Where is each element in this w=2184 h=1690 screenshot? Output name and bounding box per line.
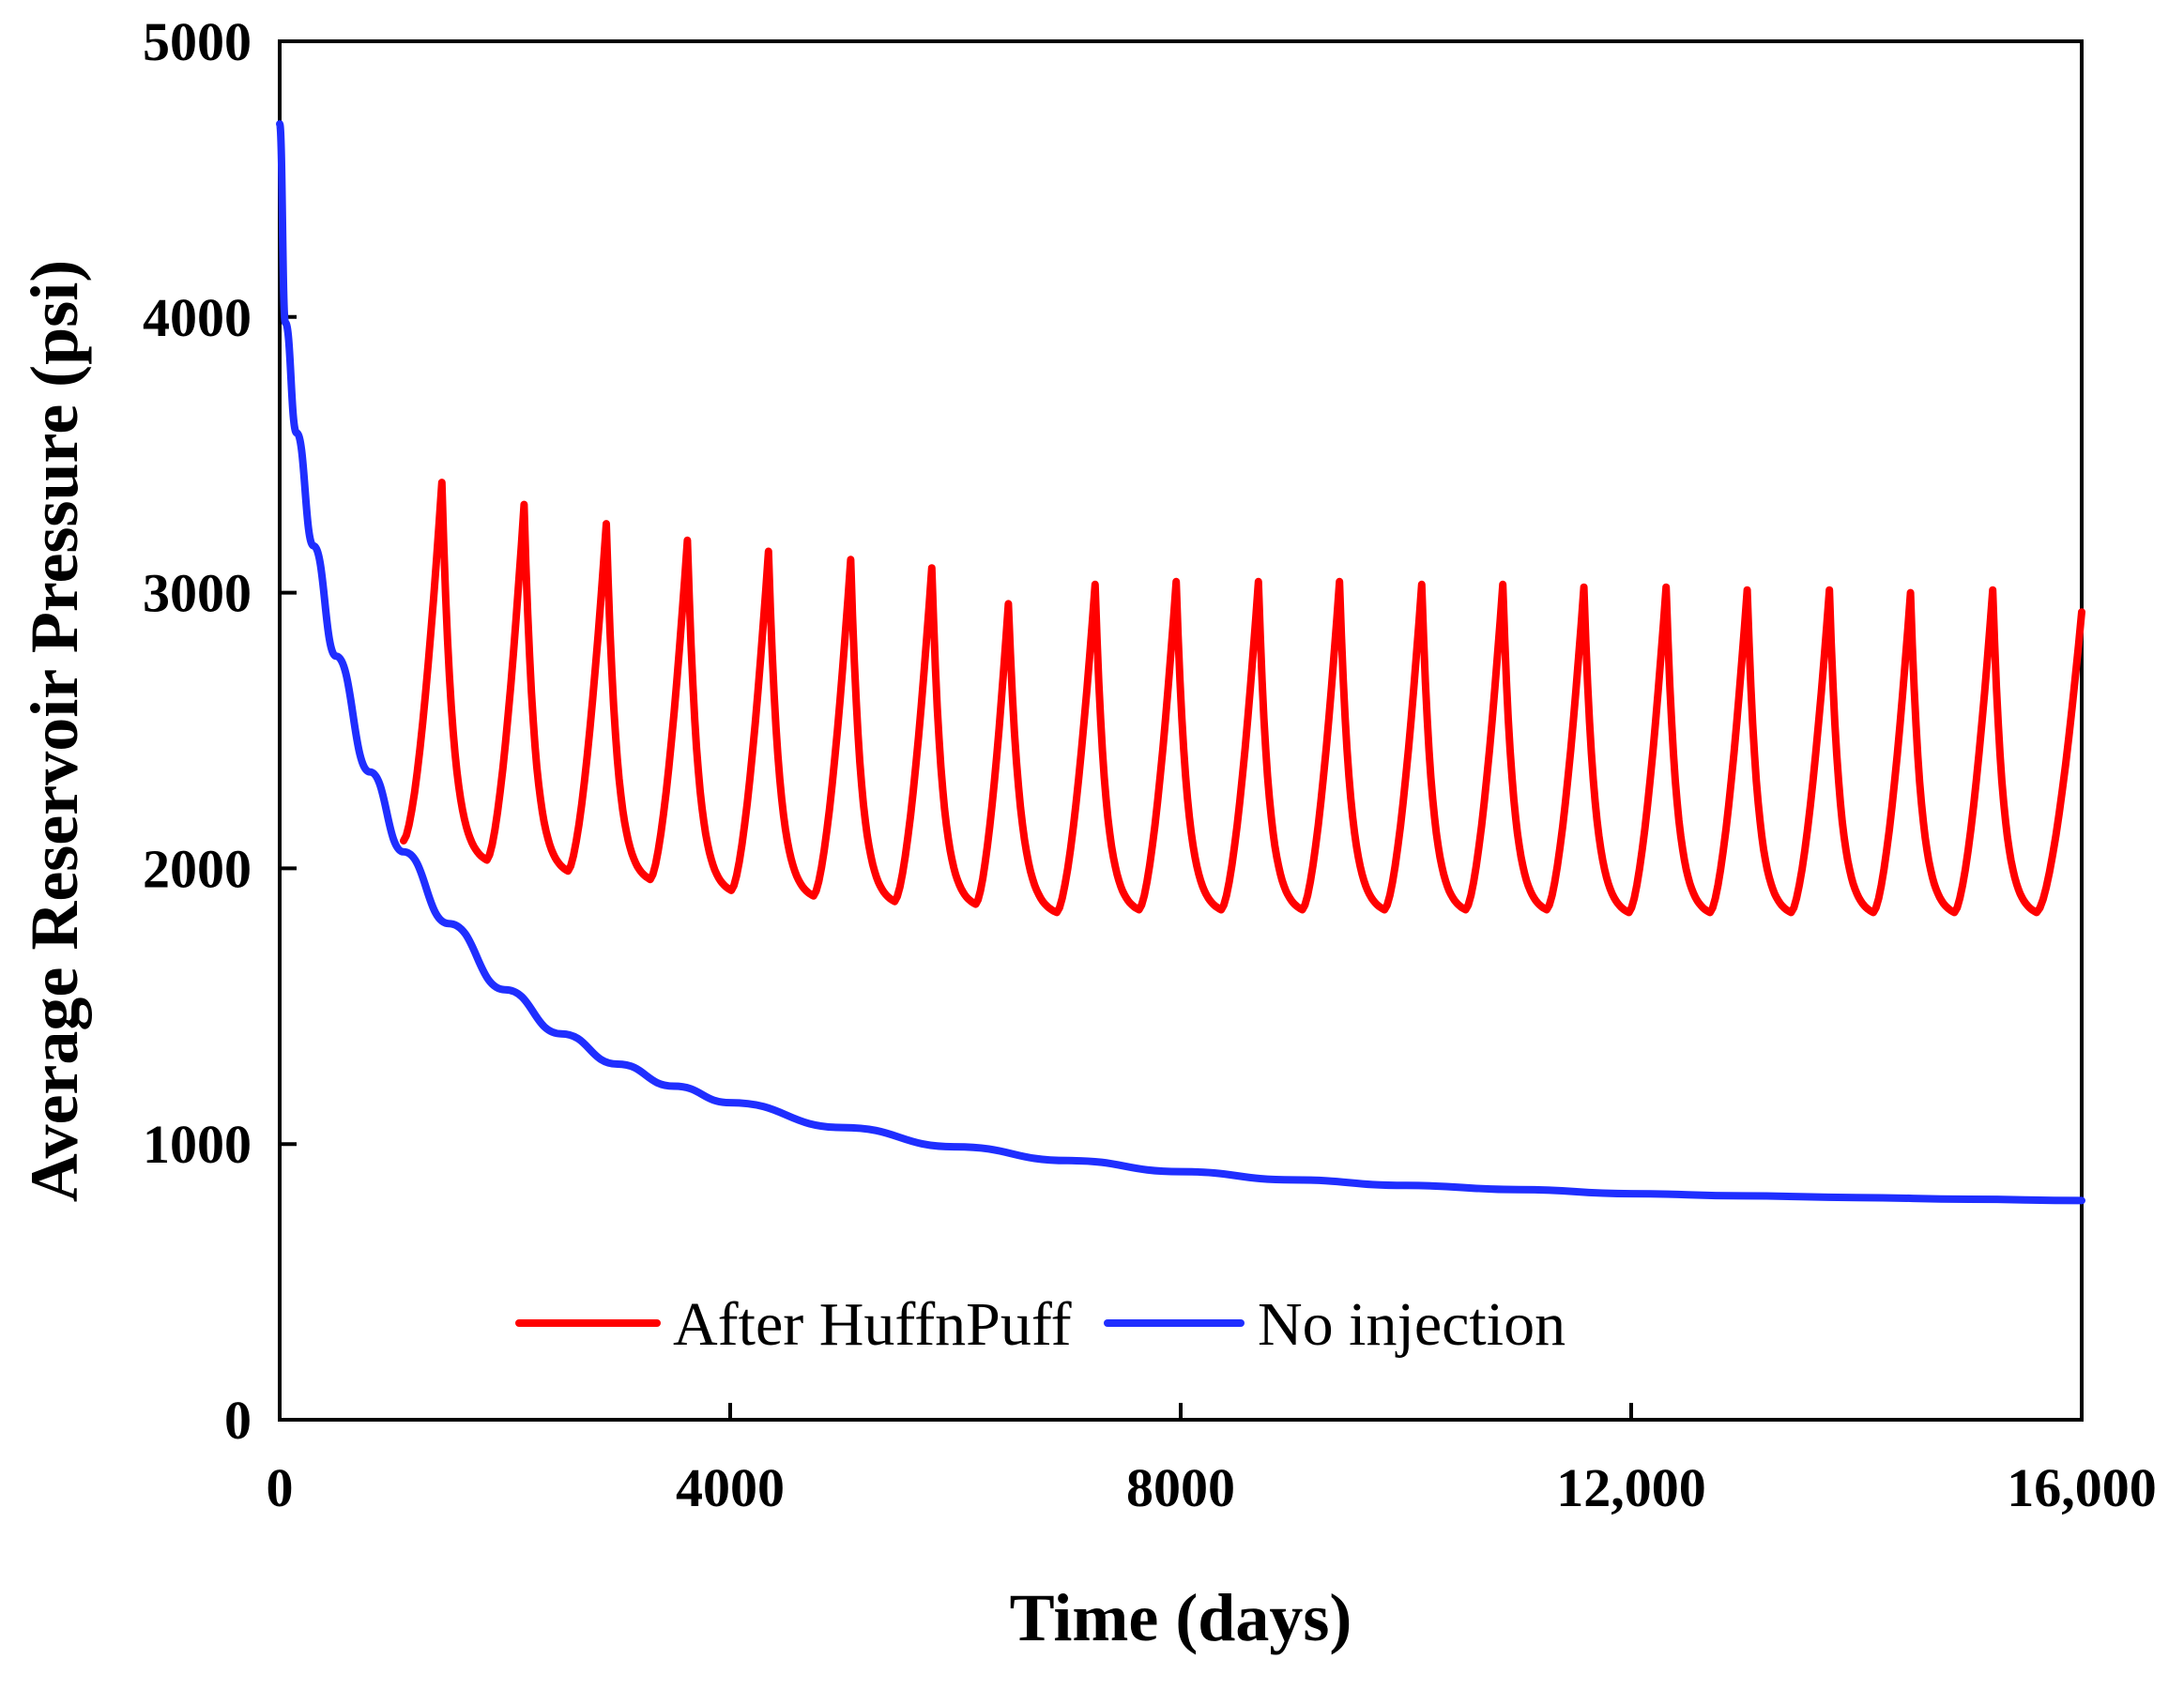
x-axis-title: Time (days) [1010, 1580, 1352, 1655]
legend: After HuffnPuff No injection [515, 1290, 1565, 1359]
y-tick-label-4: 4000 [143, 287, 252, 348]
y-tick-label-2: 2000 [143, 838, 252, 899]
x-tick-label-4: 16,000 [2007, 1457, 2157, 1518]
y-axis-ticks: 0 1000 2000 3000 4000 5000 [143, 11, 297, 1451]
x-tick-label-3: 12,000 [1556, 1457, 1706, 1518]
y-tick-label-3: 3000 [143, 563, 252, 624]
series-line-after-huffnpuff [400, 479, 2085, 917]
x-axis-ticks: 0 4000 8000 12,000 16,000 [267, 1403, 2157, 1518]
legend-label-no-injection: No injection [1258, 1290, 1565, 1359]
x-tick-label-0: 0 [267, 1457, 294, 1518]
series-line-no-injection [276, 120, 2085, 1205]
series-layer [276, 120, 2085, 1205]
legend-label-after-huffnpuff: After HuffnPuff [673, 1290, 1072, 1359]
x-tick-label-2: 8000 [1126, 1457, 1235, 1518]
y-tick-label-0: 0 [224, 1390, 252, 1451]
y-tick-label-1: 1000 [143, 1114, 252, 1175]
y-axis-title: Average Reservoir Pressure (psi) [17, 260, 92, 1202]
y-tick-label-5: 5000 [143, 11, 252, 72]
x-tick-label-1: 4000 [676, 1457, 785, 1518]
